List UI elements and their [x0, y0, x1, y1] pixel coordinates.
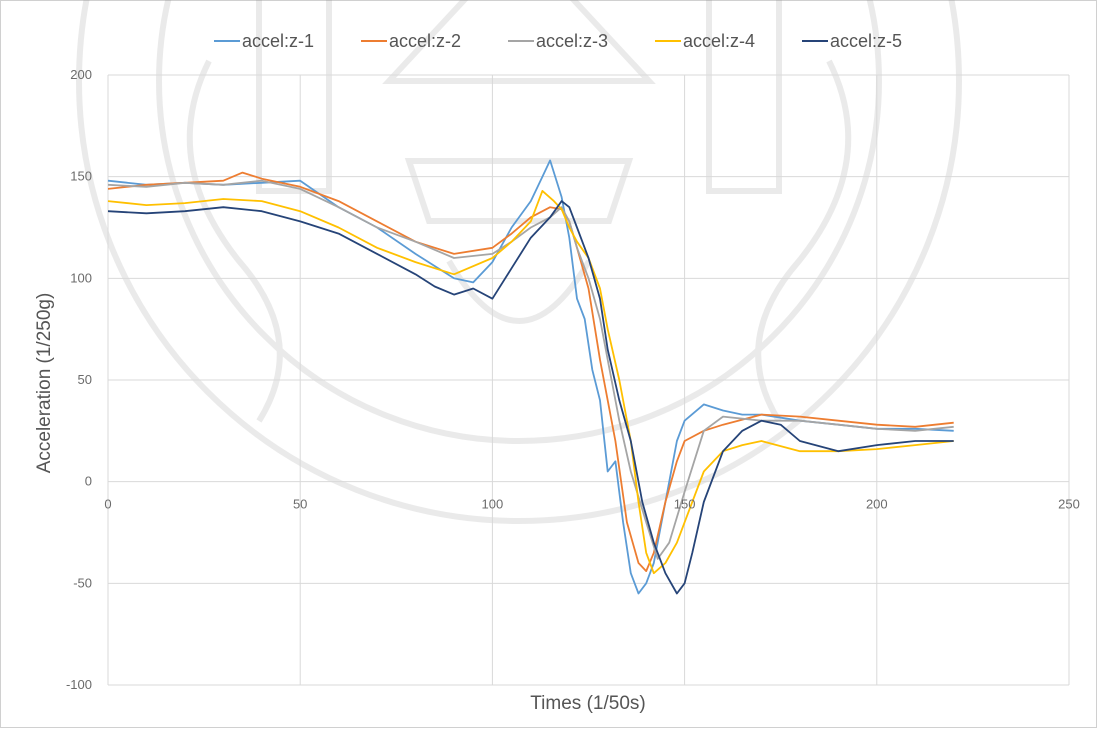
- legend-label-4: accel:z-4: [683, 31, 755, 51]
- y-tick-label: 200: [70, 67, 92, 82]
- series-line-4: [107, 189, 954, 575]
- series-line-3: [107, 179, 954, 560]
- y-tick-label: 50: [78, 372, 92, 387]
- x-axis-title: Times (1/50s): [530, 693, 645, 714]
- grid-layer: [107, 74, 1070, 686]
- y-axis-title: Acceleration (1/250g): [34, 293, 55, 474]
- legend: accel:z-1 accel:z-2 accel:z-3 accel:z-4 acce…: [214, 31, 902, 51]
- y-tick-label: -100: [66, 677, 92, 692]
- legend-label-2: accel:z-2: [389, 31, 461, 51]
- series-line-2: [107, 171, 954, 572]
- y-tick-label: 0: [85, 474, 92, 489]
- series-line-1: [107, 159, 954, 595]
- legend-label-1: accel:z-1: [242, 31, 314, 51]
- x-tick-label: 100: [482, 497, 504, 512]
- x-tick-label: 200: [866, 497, 888, 512]
- x-tick-label: 50: [293, 497, 307, 512]
- legend-label-5: accel:z-5: [830, 31, 902, 51]
- tick-label-layer: -100 -50 0 50 100 150 200 0 50 100 150 200 250: [66, 67, 1080, 692]
- y-tick-label: -50: [73, 575, 92, 590]
- legend-label-3: accel:z-3: [536, 31, 608, 51]
- x-tick-label: 0: [104, 497, 111, 512]
- y-tick-label: 100: [70, 270, 92, 285]
- series-line-5: [107, 200, 954, 595]
- y-tick-label: 150: [70, 169, 92, 184]
- series-layer: [107, 159, 954, 595]
- x-tick-label: 250: [1058, 497, 1080, 512]
- x-tick-label: 150: [674, 497, 696, 512]
- seal-watermark: [76, 0, 962, 524]
